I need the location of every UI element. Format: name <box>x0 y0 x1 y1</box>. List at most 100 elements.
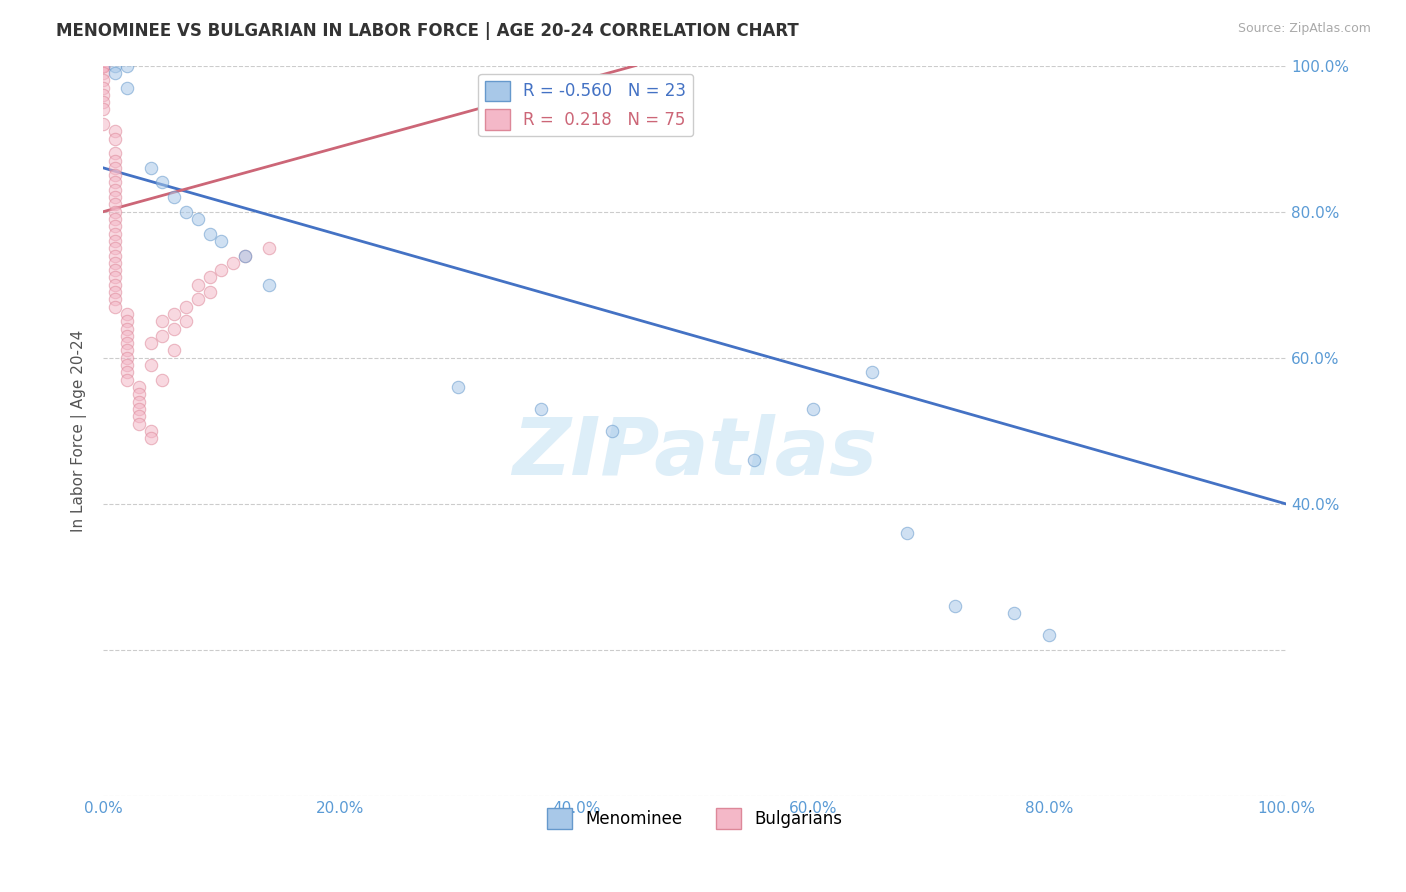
Point <box>91 59 114 73</box>
Point <box>104 124 127 138</box>
Point <box>91 59 114 73</box>
Point <box>91 59 114 73</box>
Point <box>1002 607 1025 621</box>
Point <box>211 234 233 248</box>
Point <box>115 358 138 372</box>
Point <box>163 343 186 358</box>
Point <box>104 59 127 73</box>
Point <box>447 380 470 394</box>
Point <box>222 256 245 270</box>
Point <box>104 168 127 182</box>
Point <box>91 59 114 73</box>
Point <box>91 95 114 109</box>
Point <box>801 401 824 416</box>
Point <box>174 314 197 328</box>
Point <box>600 424 623 438</box>
Point <box>104 153 127 168</box>
Point <box>163 307 186 321</box>
Point <box>128 401 150 416</box>
Point <box>128 394 150 409</box>
Point <box>150 329 173 343</box>
Point <box>174 300 197 314</box>
Point <box>104 176 127 190</box>
Point <box>104 293 127 307</box>
Y-axis label: In Labor Force | Age 20-24: In Labor Force | Age 20-24 <box>72 330 87 532</box>
Point <box>104 248 127 262</box>
Point <box>115 373 138 387</box>
Point <box>233 248 256 262</box>
Point <box>187 212 209 227</box>
Point <box>198 270 221 285</box>
Point <box>115 80 138 95</box>
Point <box>91 66 114 80</box>
Point <box>104 219 127 234</box>
Point <box>198 285 221 299</box>
Point <box>104 197 127 211</box>
Legend: Menominee, Bulgarians: Menominee, Bulgarians <box>540 802 849 835</box>
Point <box>128 387 150 401</box>
Point <box>115 365 138 379</box>
Point <box>1038 628 1060 642</box>
Text: Source: ZipAtlas.com: Source: ZipAtlas.com <box>1237 22 1371 36</box>
Point <box>91 87 114 102</box>
Point <box>91 59 114 73</box>
Point <box>104 227 127 241</box>
Point <box>104 277 127 292</box>
Point <box>104 234 127 248</box>
Point <box>104 131 127 145</box>
Point <box>104 256 127 270</box>
Point <box>91 80 114 95</box>
Point <box>139 161 162 175</box>
Point <box>115 336 138 351</box>
Point <box>233 248 256 262</box>
Point <box>104 263 127 277</box>
Point <box>128 417 150 431</box>
Point <box>91 73 114 87</box>
Point <box>104 270 127 285</box>
Point <box>128 409 150 424</box>
Point <box>104 241 127 255</box>
Point <box>115 321 138 335</box>
Point <box>530 401 553 416</box>
Point <box>104 204 127 219</box>
Point <box>104 161 127 175</box>
Point <box>115 314 138 328</box>
Point <box>104 190 127 204</box>
Point <box>115 59 138 73</box>
Point <box>139 431 162 445</box>
Point <box>896 526 918 541</box>
Point <box>139 424 162 438</box>
Point <box>860 365 883 379</box>
Point <box>150 176 173 190</box>
Point <box>115 329 138 343</box>
Point <box>163 321 186 335</box>
Point <box>91 59 114 73</box>
Text: ZIPatlas: ZIPatlas <box>512 414 877 491</box>
Point <box>104 183 127 197</box>
Point <box>187 293 209 307</box>
Point <box>115 307 138 321</box>
Point <box>150 373 173 387</box>
Point <box>91 59 114 73</box>
Point <box>139 336 162 351</box>
Point <box>104 146 127 161</box>
Point <box>104 300 127 314</box>
Point <box>257 277 280 292</box>
Point <box>104 212 127 227</box>
Point <box>174 204 197 219</box>
Point <box>115 343 138 358</box>
Point <box>115 351 138 365</box>
Point <box>211 263 233 277</box>
Text: MENOMINEE VS BULGARIAN IN LABOR FORCE | AGE 20-24 CORRELATION CHART: MENOMINEE VS BULGARIAN IN LABOR FORCE | … <box>56 22 799 40</box>
Point <box>198 227 221 241</box>
Point <box>91 59 114 73</box>
Point <box>163 190 186 204</box>
Point <box>943 599 966 614</box>
Point <box>139 358 162 372</box>
Point <box>91 103 114 117</box>
Point <box>104 285 127 299</box>
Point <box>742 453 765 467</box>
Point <box>187 277 209 292</box>
Point <box>257 241 280 255</box>
Point <box>91 117 114 131</box>
